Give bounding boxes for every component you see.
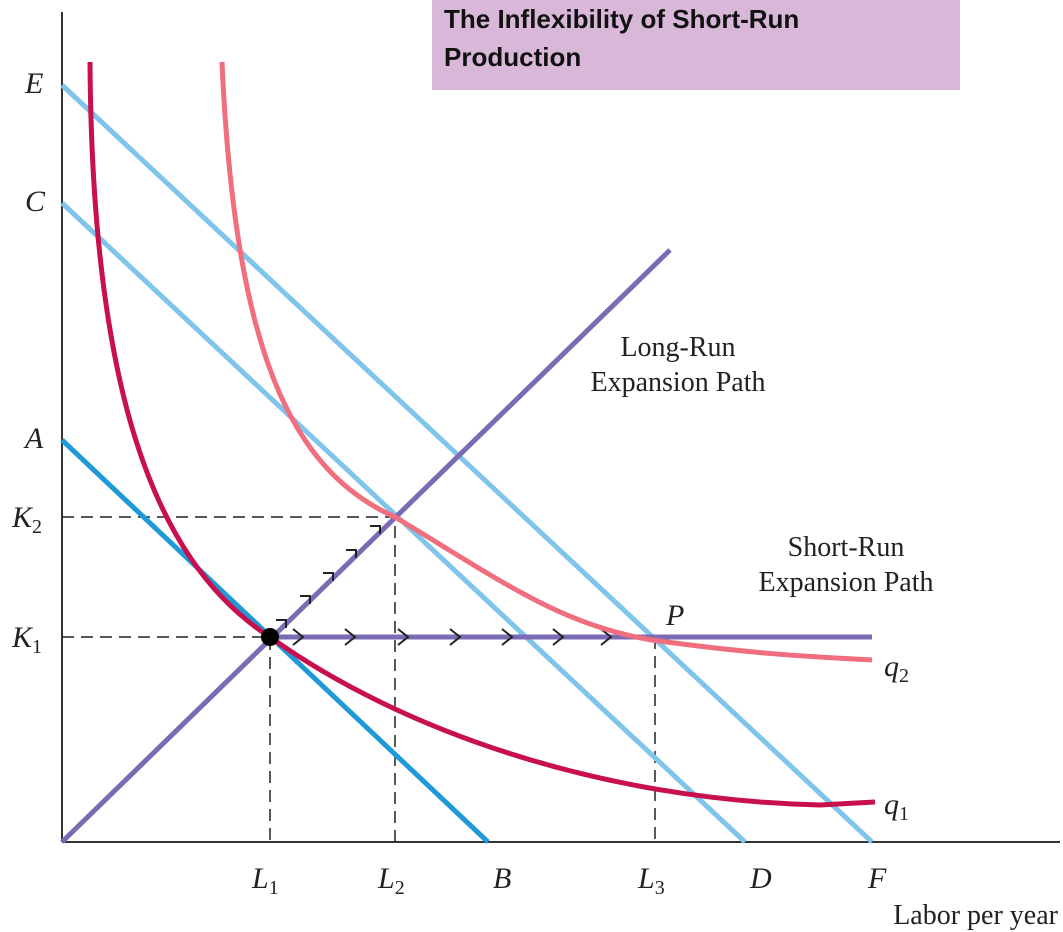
label-a: A	[23, 422, 44, 455]
label-e: E	[24, 67, 43, 100]
dashed-guides	[62, 516, 656, 842]
label-q2: q2	[884, 650, 909, 687]
isocost-lines	[60, 83, 874, 844]
title-line: The Inflexibility of Short-Run	[444, 4, 799, 34]
label-k1: K1	[11, 621, 42, 658]
long-run-label: Long-Run	[620, 332, 735, 363]
label-c: C	[25, 185, 46, 218]
axes	[61, 12, 1060, 843]
isoquant-q2	[219, 61, 873, 663]
label-d: D	[749, 862, 772, 895]
x-axis-label: Labor per year	[893, 900, 1058, 931]
title: The Inflexibility of Short-Run Production	[444, 4, 799, 72]
label-k2: K2	[11, 501, 42, 538]
optimum-point	[261, 628, 279, 646]
label-l2: L2	[377, 862, 405, 899]
label-q1: q1	[884, 788, 909, 825]
label-f: F	[867, 862, 887, 895]
arrows	[276, 525, 613, 646]
title-box	[432, 0, 960, 90]
long-run-label: Expansion Path	[591, 367, 766, 398]
long-run-path	[60, 248, 672, 844]
label-l3: L3	[637, 862, 665, 899]
label-p: P	[665, 599, 684, 632]
label-b: B	[493, 862, 511, 895]
short-run-label: Short-Run	[788, 532, 905, 563]
label-l1: L1	[251, 862, 279, 899]
title-line: Production	[444, 42, 581, 72]
short-run-label: Expansion Path	[759, 567, 934, 598]
